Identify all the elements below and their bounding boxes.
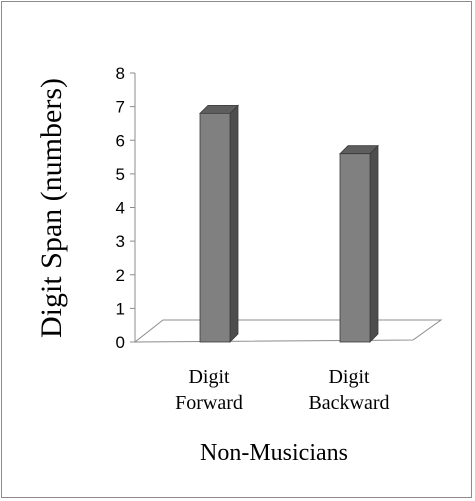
x-axis-title: Non-Musicians	[200, 440, 348, 466]
bar-side	[369, 144, 379, 343]
x-tick-label: Backward	[308, 392, 389, 414]
bar-front	[339, 153, 371, 343]
y-tick-label: 7	[116, 98, 125, 117]
y-tick-label: 2	[116, 266, 125, 285]
y-tick-label: 6	[116, 131, 125, 150]
chart-bars	[199, 104, 379, 343]
chart-floor	[133, 319, 443, 343]
x-tick-label: Digit	[188, 366, 230, 388]
y-tick-label: 3	[116, 232, 125, 251]
bar	[199, 104, 239, 343]
bar-front	[199, 112, 231, 343]
x-tick-label: Forward	[175, 392, 243, 414]
bar-side	[229, 104, 239, 343]
chart-labels: Digit Forward Digit Backward	[175, 366, 389, 414]
y-tick-label: 0	[116, 333, 125, 352]
y-tick-label: 8	[116, 64, 125, 83]
y-tick-label: 1	[116, 299, 125, 318]
bar	[339, 144, 379, 343]
y-tick-label: 4	[116, 199, 125, 218]
y-tick-label: 5	[116, 165, 125, 184]
chart-axes: 0 1 2 3 4 5 6 7 8	[116, 64, 443, 352]
x-tick-label: Digit	[328, 366, 370, 388]
y-axis-title: Digit Span (numbers)	[35, 78, 68, 338]
